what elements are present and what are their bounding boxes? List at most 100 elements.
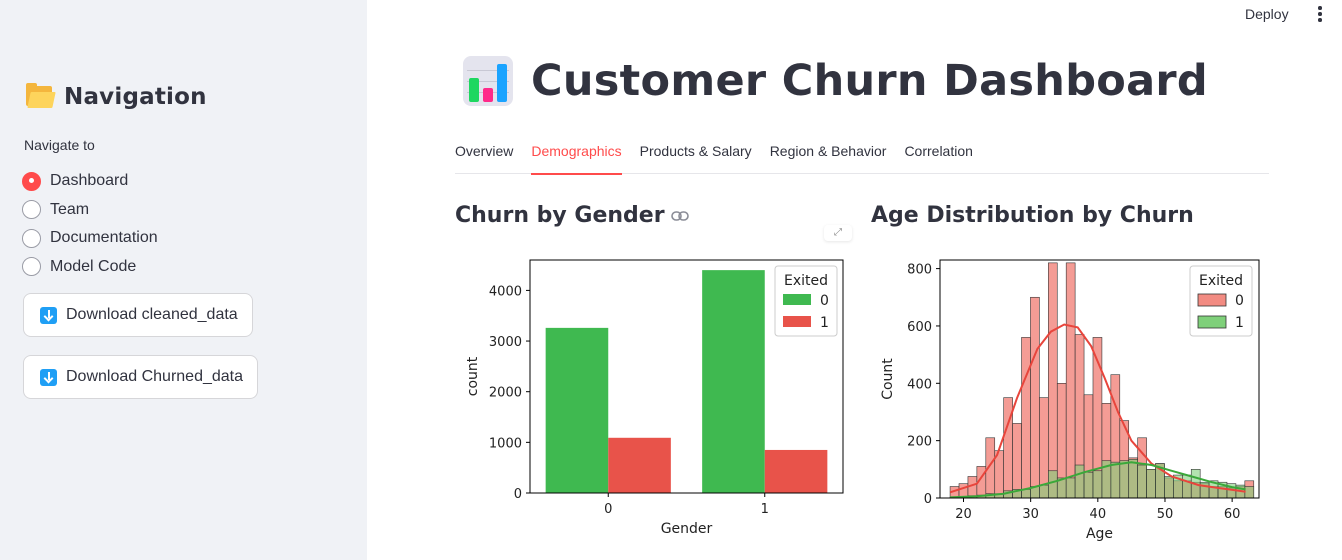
navigation-radio-group: Dashboard Team Documentation Model Code: [22, 167, 158, 281]
y-tick-label: 3000: [489, 335, 522, 350]
x-tick-label: 60: [1224, 507, 1241, 522]
tab-correlation[interactable]: Correlation: [904, 143, 973, 159]
button-label: Download Churned_data: [66, 368, 244, 385]
hist-bar-series-1: [1110, 461, 1121, 499]
y-tick-label: 0: [514, 487, 522, 502]
radio-group-label: Navigate to: [24, 137, 95, 153]
tab-region-behavior[interactable]: Region & Behavior: [769, 143, 887, 159]
y-tick-label: 2000: [489, 386, 522, 401]
hist-bar-series-0: [1021, 337, 1031, 499]
hist-bar-series-0: [1030, 296, 1040, 499]
hist-bar-series-1: [1074, 464, 1085, 499]
age-distribution-chart: 0 200 400 600 800 20 30 40 50 60 Age Count Exited 0 1: [880, 259, 1260, 542]
x-tick-label: 50: [1157, 507, 1174, 522]
bar-series-0-cat-0: [545, 327, 609, 493]
x-axis-label: Age: [1086, 526, 1113, 542]
legend-swatch: [783, 316, 811, 327]
y-tick-label: 400: [907, 377, 932, 392]
hist-bar-series-0: [1048, 262, 1058, 499]
download-icon: [40, 306, 57, 324]
deploy-button[interactable]: Deploy: [1245, 6, 1289, 22]
legend-label: 0: [820, 293, 829, 309]
sidebar-header: Navigation: [26, 83, 207, 110]
download-cleaned-data-button[interactable]: Download cleaned_data: [23, 293, 253, 337]
tab-products-salary[interactable]: Products & Salary: [639, 143, 752, 159]
section-title-churn-gender: Churn by Gender: [455, 203, 689, 228]
download-churned-data-button[interactable]: Download Churned_data: [23, 355, 259, 399]
churn-by-gender-chart: 0 1000 2000 3000 4000 0 1 Gender count Exited 0 1: [465, 259, 844, 537]
bar-series-1-cat-1: [764, 449, 828, 493]
link-icon[interactable]: [670, 210, 689, 222]
radio-option-label: Documentation: [50, 229, 158, 247]
bar-chart-icon: [463, 56, 513, 106]
download-icon: [40, 368, 57, 386]
radio-option-model-code[interactable]: Model Code: [22, 253, 158, 282]
bar-series-0-cat-1: [702, 270, 765, 493]
hist-bar-series-0: [1012, 423, 1022, 499]
y-axis-label: count: [465, 356, 481, 396]
y-tick-label: 800: [907, 263, 932, 278]
hist-bar-series-1: [1092, 470, 1103, 499]
x-tick-label: 20: [955, 507, 972, 522]
legend-label: 1: [820, 315, 829, 331]
hist-bar-series-0: [1065, 262, 1076, 499]
section-title-age-distribution: Age Distribution by Churn: [871, 203, 1194, 228]
legend-title: Exited: [784, 273, 828, 289]
x-tick-label: 30: [1022, 507, 1039, 522]
radio-option-documentation[interactable]: Documentation: [22, 224, 158, 253]
y-tick-label: 600: [907, 320, 932, 335]
plot-frame: [529, 259, 844, 494]
kde-curve-series-0: [949, 323, 1246, 494]
hist-bar-series-1: [1083, 471, 1094, 499]
radio-option-label: Dashboard: [50, 172, 129, 190]
radio-unselected-icon[interactable]: [22, 228, 41, 248]
radio-unselected-icon[interactable]: [22, 200, 41, 220]
x-tick-label: 1: [761, 502, 769, 517]
tab-bar: Overview Demographics Products & Salary …: [455, 140, 1269, 175]
radio-selected-icon[interactable]: [22, 171, 41, 191]
page-title: Customer Churn Dashboard: [531, 56, 1209, 106]
y-axis-label: Count: [880, 358, 896, 400]
legend-label: 0: [1235, 293, 1244, 309]
hist-bar-series-1: [1137, 464, 1147, 499]
radio-unselected-icon[interactable]: [22, 257, 41, 277]
radio-option-label: Team: [50, 200, 90, 218]
button-label: Download cleaned_data: [66, 306, 238, 323]
hist-bar-series-1: [1164, 476, 1174, 499]
sidebar-title: Navigation: [64, 84, 207, 110]
radio-option-team[interactable]: Team: [22, 196, 158, 225]
legend-swatch: [1197, 293, 1227, 307]
x-tick-label: 40: [1090, 507, 1107, 522]
section-title-text: Churn by Gender: [455, 203, 665, 228]
hist-bar-series-0: [967, 476, 978, 499]
hist-bar-series-1: [1182, 474, 1192, 499]
kebab-menu-icon[interactable]: [1316, 6, 1324, 24]
kde-curve-series-1: [950, 461, 1246, 499]
hist-bar-series-1: [1048, 470, 1058, 499]
x-tick-label: 0: [604, 502, 612, 517]
tab-overview[interactable]: Overview: [455, 143, 514, 159]
hist-bar-series-1: [1146, 469, 1156, 499]
legend-title: Exited: [1199, 273, 1243, 289]
tab-demographics[interactable]: Demographics: [531, 140, 622, 175]
y-tick-label: 200: [907, 435, 932, 450]
y-tick-label: 4000: [489, 284, 522, 299]
legend-swatch: [1197, 315, 1227, 329]
legend-label: 1: [1235, 315, 1244, 331]
radio-option-label: Model Code: [50, 257, 137, 275]
legend-swatch: [783, 294, 811, 305]
y-tick-label: 1000: [489, 436, 522, 451]
hist-bar-series-1: [1021, 489, 1031, 499]
x-axis-label: Gender: [661, 521, 713, 537]
y-tick-label: 0: [924, 492, 932, 507]
fullscreen-icon[interactable]: ⤢: [824, 225, 852, 241]
folder-icon: [26, 83, 56, 108]
sidebar: Navigation Navigate to Dashboard Team Do…: [0, 0, 367, 560]
hist-bar-series-1: [1128, 458, 1138, 499]
radio-option-dashboard[interactable]: Dashboard: [22, 167, 158, 196]
hist-bar-series-1: [1065, 477, 1076, 499]
hist-bar-series-1: [1039, 484, 1049, 499]
page-header: Customer Churn Dashboard: [463, 56, 1208, 106]
plot-frame: [939, 259, 1260, 499]
hist-bar-series-1: [1119, 460, 1130, 499]
